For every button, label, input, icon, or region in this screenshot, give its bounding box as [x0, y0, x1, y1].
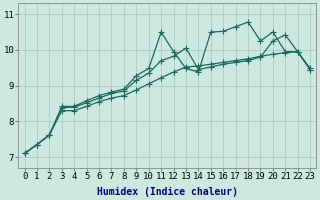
X-axis label: Humidex (Indice chaleur): Humidex (Indice chaleur) — [97, 186, 238, 197]
